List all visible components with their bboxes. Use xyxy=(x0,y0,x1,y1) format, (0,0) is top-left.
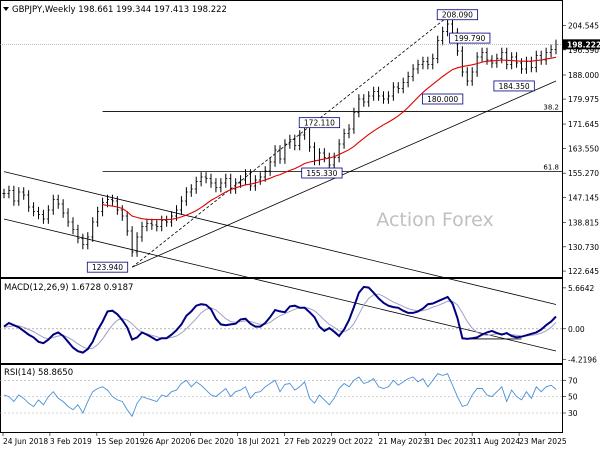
x-axis-tick-label: 15 Sep 2019 xyxy=(97,437,145,446)
price-annotation-label: 208.090 xyxy=(442,11,473,20)
right-axis-area xyxy=(563,0,600,433)
x-axis-tick-label: 9 Oct 2022 xyxy=(331,437,373,446)
fib-level-label: 61.8 xyxy=(543,164,559,172)
trend-line xyxy=(3,171,557,305)
x-axis-tick-label: 31 Dec 2023 xyxy=(425,437,473,446)
x-axis-tick-label: 21 May 2023 xyxy=(378,437,427,446)
fib-level-label: 38.2 xyxy=(543,103,559,111)
x-axis-tick-label: 27 Feb 2022 xyxy=(285,437,332,446)
macd-panel-frame xyxy=(0,278,563,364)
collapse-triangle-icon[interactable] xyxy=(3,7,9,11)
price-panel-frame xyxy=(0,0,563,278)
price-annotation-box xyxy=(422,93,464,105)
current-price-box xyxy=(563,39,600,50)
x-axis-tick-label: 3 Feb 2019 xyxy=(50,437,92,446)
macd-signal-line xyxy=(3,293,557,350)
macd-header: MACD(12,26,9) 1.6728 0.9187 xyxy=(4,283,133,293)
macd-y-tick-label: 5.6642 xyxy=(568,284,594,293)
price-annotation-box xyxy=(86,261,129,273)
price-annotation-label: 180.000 xyxy=(427,95,458,104)
y-axis-tick-label: 196.390 xyxy=(568,46,599,55)
macd-line xyxy=(3,285,557,354)
y-axis-tick-label: 155.270 xyxy=(568,169,599,178)
x-axis-tick-label: 26 Apr 2020 xyxy=(144,437,191,446)
axis-layer: 204.545 196.390 188.000 179.975 171.645 163.5… xyxy=(0,21,600,446)
rsi-y-tick-label: 70 xyxy=(568,376,578,385)
price-annotation-box xyxy=(301,167,343,179)
y-axis-tick-label: 171.645 xyxy=(568,120,599,129)
rsi-y-tick-label: 30 xyxy=(568,409,578,418)
macd-layer xyxy=(0,285,562,354)
trend-line xyxy=(131,80,557,268)
price-annotation-box xyxy=(493,80,535,92)
current-price-label: 198.222 xyxy=(567,40,600,49)
macd-y-tick-label: -4.2196 xyxy=(568,355,597,364)
y-axis-tick-label: 130.730 xyxy=(568,243,599,252)
price-header: GBPJPY,Weekly 198.661 199.344 197.413 19… xyxy=(12,5,227,15)
price-annotation-label: 155.330 xyxy=(306,169,337,178)
x-axis-tick-label: 6 Dec 2020 xyxy=(191,437,234,446)
y-axis-tick-label: 204.545 xyxy=(568,21,599,30)
x-axis-tick-label: 18 Jul 2021 xyxy=(238,437,281,446)
y-axis-tick-label: 138.815 xyxy=(568,219,599,228)
price-annotation-label: 172.110 xyxy=(304,119,335,128)
rsi-panel-frame xyxy=(0,364,563,433)
price-annotation-box xyxy=(298,117,341,129)
macd-y-tick-label: 0.00 xyxy=(568,325,585,334)
y-axis-tick-label: 179.975 xyxy=(568,95,599,104)
price-annotation-box xyxy=(436,9,479,21)
price-annotation-label: 199.790 xyxy=(454,34,485,43)
rsi-layer xyxy=(0,373,562,418)
price-layer: 61.8 38.2 208.090 199.790 184.350 180.000 172.… xyxy=(2,8,562,352)
y-axis-tick-label: 122.645 xyxy=(568,267,599,276)
x-axis-tick-label: 11 Aug 2024 xyxy=(472,437,520,446)
y-axis-tick-label: 163.550 xyxy=(568,144,599,153)
x-axis-tick-label: 23 Mar 2025 xyxy=(519,437,567,446)
rsi-line xyxy=(3,373,557,418)
moving-average-line xyxy=(102,56,557,221)
y-axis-tick-label: 147.145 xyxy=(568,194,599,203)
rsi-header: RSI(14) 58.8650 xyxy=(4,368,73,378)
price-annotation-label: 184.350 xyxy=(499,82,530,91)
watermark: Action Forex xyxy=(376,209,493,231)
price-annotation-box xyxy=(449,32,491,44)
x-axis-tick-label: 24 Jun 2018 xyxy=(3,437,48,446)
rsi-y-tick-label: 50 xyxy=(568,393,578,402)
y-axis-tick-label: 188.000 xyxy=(568,71,599,80)
price-annotation-label: 123.940 xyxy=(92,263,123,272)
